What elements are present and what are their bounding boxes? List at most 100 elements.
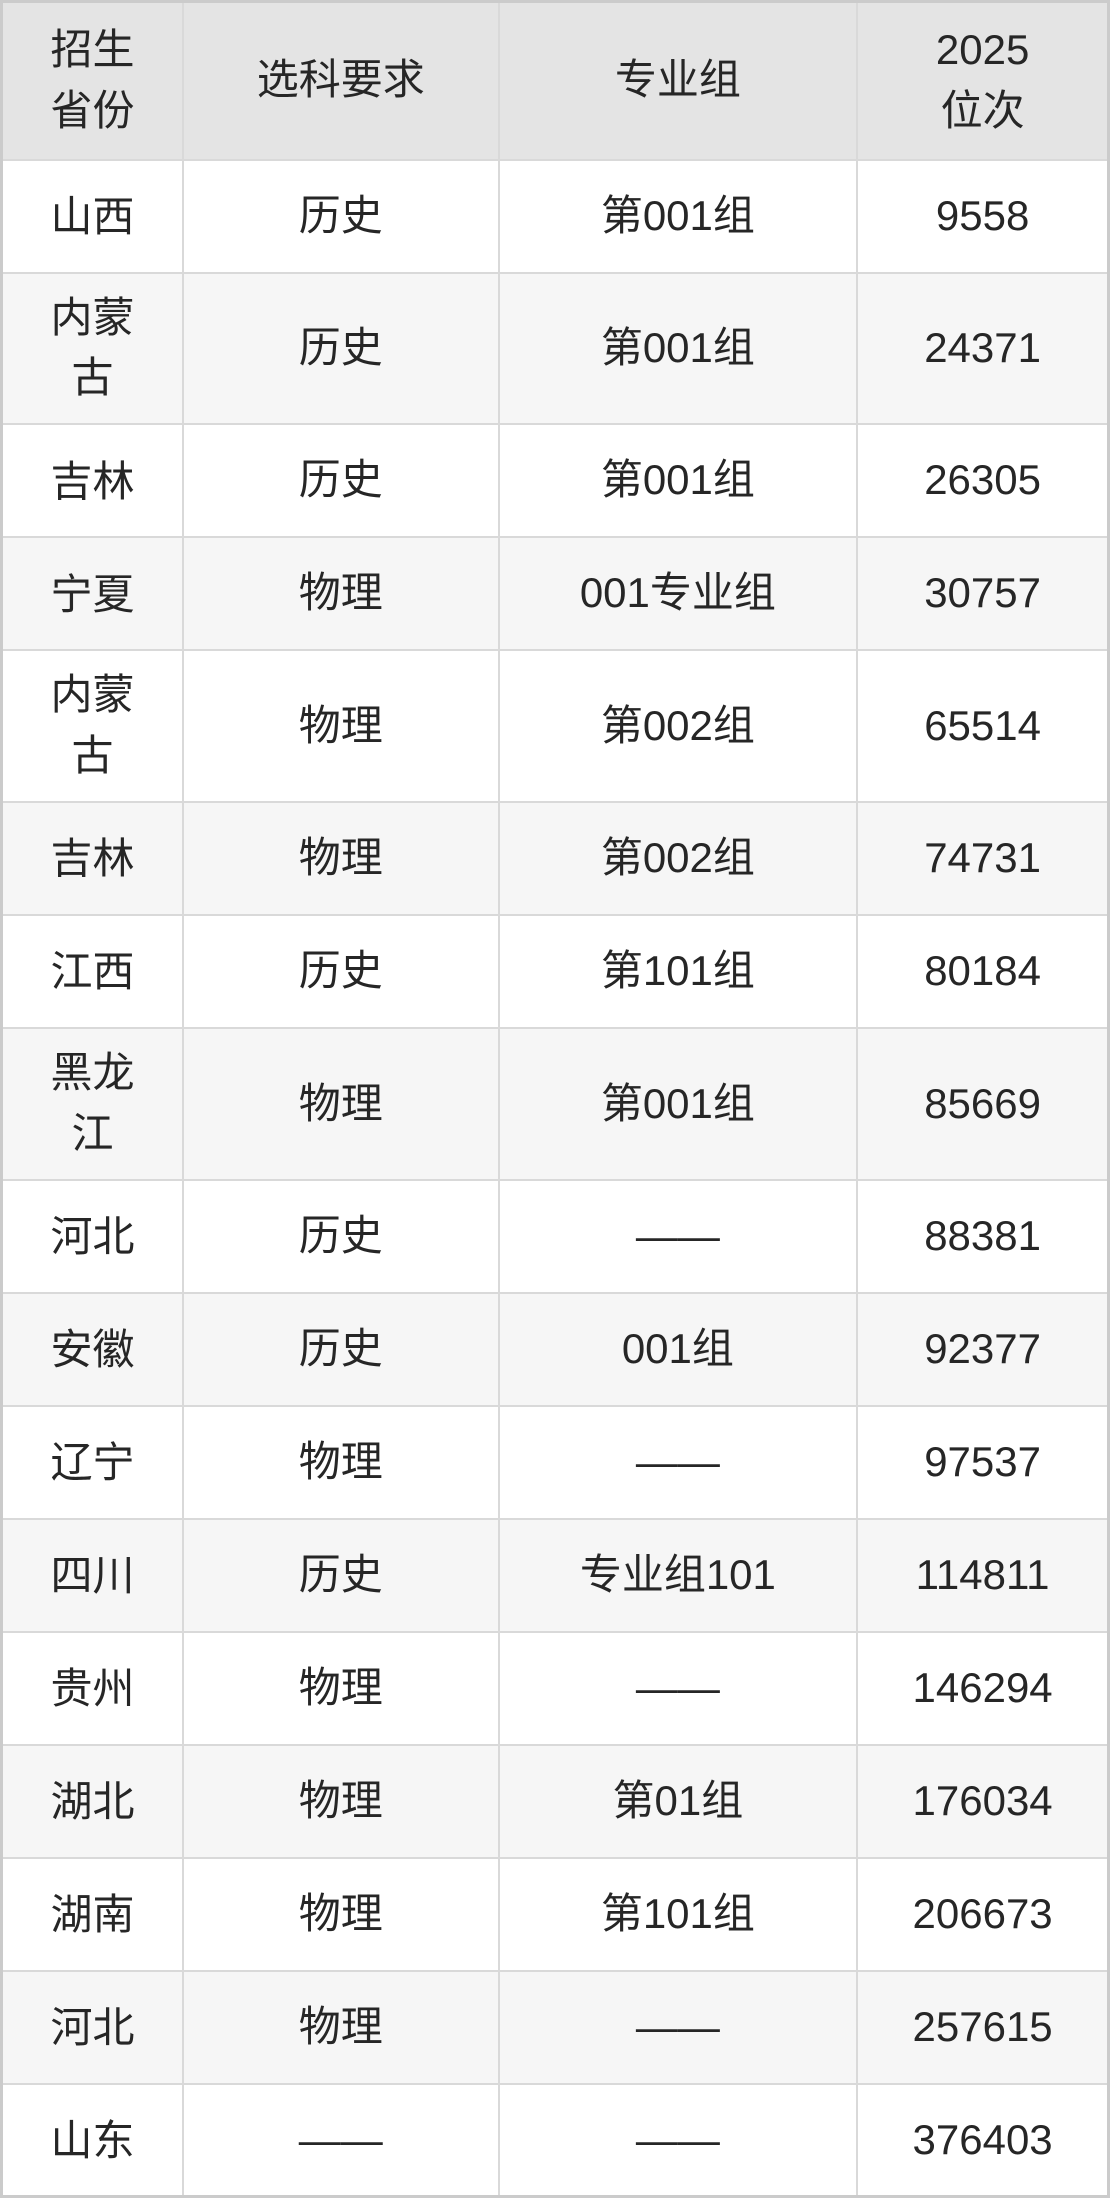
cell-2025-rank: 30757 xyxy=(856,536,1110,652)
province-label: 内蒙古 xyxy=(50,671,135,780)
cell-major-group: 第101组 xyxy=(497,1856,859,1972)
cell-2025-rank: 257615 xyxy=(856,1969,1110,2085)
province-label: 四川 xyxy=(50,1552,135,1600)
province-label: 河北 xyxy=(50,2004,135,2052)
province-label: 安徽 xyxy=(50,1326,135,1374)
table-row: 辽宁 物理 —— 97537 xyxy=(0,1404,1110,1520)
cell-province: 黑龙江 xyxy=(0,1027,185,1181)
cell-subject-requirement: 物理 xyxy=(182,536,500,652)
cell-major-group: —— xyxy=(497,1404,859,1520)
province-label: 贵州 xyxy=(50,1665,135,1713)
cell-subject-requirement: —— xyxy=(182,2082,500,2198)
table-header: 招生 省份 选科要求 专业组 2025 位次 xyxy=(0,0,1110,161)
column-header-2025-rank: 2025 位次 xyxy=(856,0,1110,161)
cell-province: 安徽 xyxy=(0,1291,185,1407)
cell-major-group: 专业组101 xyxy=(497,1517,859,1633)
cell-subject-requirement: 历史 xyxy=(182,271,500,426)
cell-2025-rank: 80184 xyxy=(856,914,1110,1030)
province-label: 内蒙古 xyxy=(50,293,135,402)
province-label: 山东 xyxy=(50,2116,135,2164)
cell-subject-requirement: 历史 xyxy=(182,914,500,1030)
cell-2025-rank: 114811 xyxy=(856,1517,1110,1633)
cell-major-group: —— xyxy=(497,1969,859,2085)
cell-major-group: 第001组 xyxy=(497,423,859,539)
cell-major-group: —— xyxy=(497,1630,859,1746)
cell-major-group: 第001组 xyxy=(497,1027,859,1181)
cell-province: 湖北 xyxy=(0,1743,185,1859)
cell-province: 山西 xyxy=(0,158,185,274)
cell-subject-requirement: 物理 xyxy=(182,1743,500,1859)
cell-major-group: 第101组 xyxy=(497,914,859,1030)
cell-2025-rank: 24371 xyxy=(856,271,1110,426)
cell-major-group: 001专业组 xyxy=(497,536,859,652)
table-row: 黑龙江 物理 第001组 85669 xyxy=(0,1027,1110,1181)
cell-province: 吉林 xyxy=(0,423,185,539)
cell-province: 山东 xyxy=(0,2082,185,2198)
cell-subject-requirement: 物理 xyxy=(182,1969,500,2085)
cell-province: 四川 xyxy=(0,1517,185,1633)
cell-major-group: 第002组 xyxy=(497,649,859,804)
cell-2025-rank: 206673 xyxy=(856,1856,1110,1972)
cell-major-group: 第001组 xyxy=(497,158,859,274)
table-row: 内蒙古 物理 第002组 65514 xyxy=(0,649,1110,804)
table-row: 四川 历史 专业组101 114811 xyxy=(0,1517,1110,1633)
province-label: 河北 xyxy=(50,1213,135,1261)
cell-subject-requirement: 物理 xyxy=(182,1027,500,1181)
province-label: 湖南 xyxy=(50,1891,135,1939)
cell-major-group: 第001组 xyxy=(497,271,859,426)
cell-province: 江西 xyxy=(0,914,185,1030)
cell-2025-rank: 97537 xyxy=(856,1404,1110,1520)
cell-province: 河北 xyxy=(0,1969,185,2085)
table-row: 山西 历史 第001组 9558 xyxy=(0,158,1110,274)
cell-subject-requirement: 物理 xyxy=(182,1856,500,1972)
table-row: 江西 历史 第101组 80184 xyxy=(0,914,1110,1030)
cell-2025-rank: 26305 xyxy=(856,423,1110,539)
table-row: 安徽 历史 001组 92377 xyxy=(0,1291,1110,1407)
cell-province: 贵州 xyxy=(0,1630,185,1746)
table-row: 宁夏 物理 001专业组 30757 xyxy=(0,536,1110,652)
cell-major-group: —— xyxy=(497,2082,859,2198)
cell-subject-requirement: 物理 xyxy=(182,1404,500,1520)
cell-subject-requirement: 物理 xyxy=(182,1630,500,1746)
header-row: 招生 省份 选科要求 专业组 2025 位次 xyxy=(0,0,1110,161)
table-row: 湖南 物理 第101组 206673 xyxy=(0,1856,1110,1972)
table-row: 吉林 历史 第001组 26305 xyxy=(0,423,1110,539)
province-label: 黑龙江 xyxy=(50,1049,135,1157)
cell-2025-rank: 176034 xyxy=(856,1743,1110,1859)
cell-2025-rank: 9558 xyxy=(856,158,1110,274)
cell-major-group: 第01组 xyxy=(497,1743,859,1859)
cell-major-group: 第002组 xyxy=(497,801,859,917)
cell-subject-requirement: 历史 xyxy=(182,1291,500,1407)
province-label: 吉林 xyxy=(50,835,135,883)
cell-subject-requirement: 历史 xyxy=(182,158,500,274)
table-row: 内蒙古 历史 第001组 24371 xyxy=(0,271,1110,426)
cell-province: 河北 xyxy=(0,1178,185,1294)
cell-2025-rank: 65514 xyxy=(856,649,1110,804)
cell-province: 内蒙古 xyxy=(0,649,185,804)
cell-2025-rank: 92377 xyxy=(856,1291,1110,1407)
cell-subject-requirement: 物理 xyxy=(182,801,500,917)
province-label: 吉林 xyxy=(50,457,135,505)
cell-2025-rank: 74731 xyxy=(856,801,1110,917)
table-row: 湖北 物理 第01组 176034 xyxy=(0,1743,1110,1859)
cell-2025-rank: 88381 xyxy=(856,1178,1110,1294)
cell-province: 辽宁 xyxy=(0,1404,185,1520)
cell-subject-requirement: 物理 xyxy=(182,649,500,804)
cell-subject-requirement: 历史 xyxy=(182,423,500,539)
table-row: 吉林 物理 第002组 74731 xyxy=(0,801,1110,917)
table-row: 河北 物理 —— 257615 xyxy=(0,1969,1110,2085)
cell-subject-requirement: 历史 xyxy=(182,1178,500,1294)
cell-province: 吉林 xyxy=(0,801,185,917)
cell-province: 内蒙古 xyxy=(0,271,185,426)
province-label: 湖北 xyxy=(50,1778,135,1826)
column-header-major-group: 专业组 xyxy=(497,0,859,161)
column-header-subject-requirement: 选科要求 xyxy=(182,0,500,161)
column-header-province: 招生 省份 xyxy=(0,0,185,161)
table-row: 河北 历史 —— 88381 xyxy=(0,1178,1110,1294)
cell-2025-rank: 376403 xyxy=(856,2082,1110,2198)
cell-major-group: —— xyxy=(497,1178,859,1294)
cell-major-group: 001组 xyxy=(497,1291,859,1407)
province-label: 辽宁 xyxy=(50,1439,135,1487)
table-body: 山西 历史 第001组 9558 内蒙古 历史 第001组 24371 吉林 历… xyxy=(0,158,1110,2198)
